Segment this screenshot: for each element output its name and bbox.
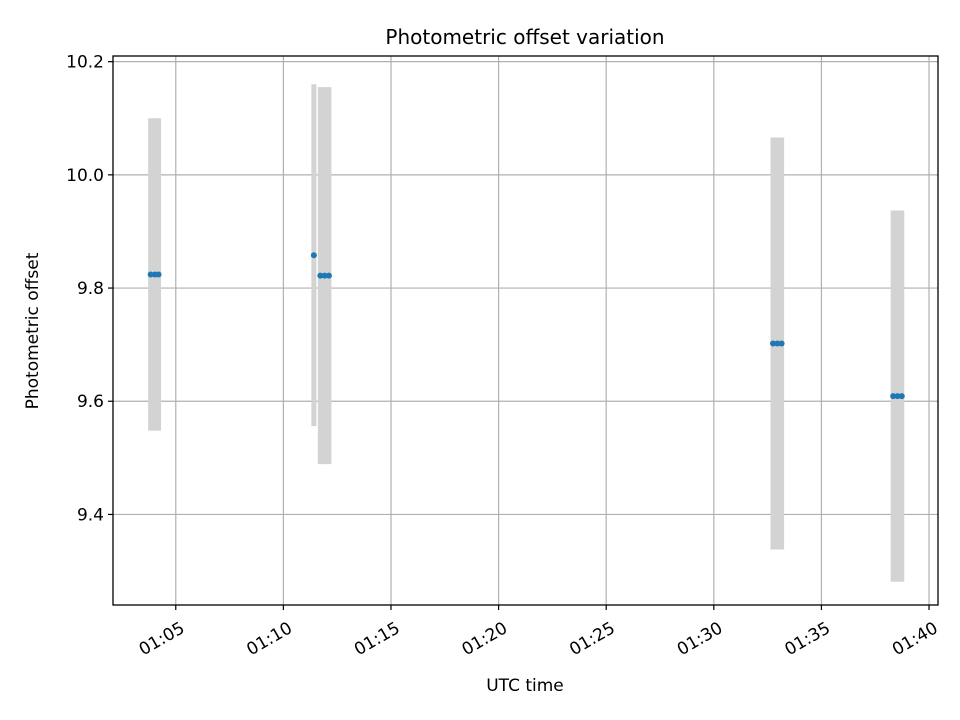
data-point (325, 272, 332, 279)
y-tick-label: 9.4 (77, 505, 104, 525)
chart-title: Photometric offset variation (385, 25, 664, 49)
data-point (317, 272, 324, 279)
data-point (890, 393, 897, 400)
x-tick-label: 01:40 (889, 618, 941, 660)
data-point (894, 393, 901, 400)
data-point (321, 272, 328, 279)
y-axis-ticks: 9.4 9.6 9.8 10.0 10.2 (66, 53, 113, 525)
data-point (770, 340, 776, 347)
data-point (774, 340, 781, 347)
y-tick-label: 10.2 (66, 53, 104, 73)
y-tick-label: 9.6 (77, 392, 104, 412)
x-tick-label: 01:05 (136, 618, 188, 660)
data-points (147, 252, 905, 400)
x-tick-label: 01:35 (781, 618, 833, 660)
data-point (155, 271, 162, 278)
error-bars (148, 84, 905, 582)
x-tick-label: 01:25 (566, 618, 618, 660)
x-tick-label: 01:10 (243, 618, 295, 660)
data-point (147, 271, 154, 278)
x-tick-label: 01:30 (674, 618, 726, 660)
plot-frame (112, 55, 939, 606)
data-point (778, 340, 785, 347)
x-tick-label: 01:20 (459, 618, 511, 660)
data-point (898, 393, 905, 400)
data-point (310, 252, 317, 259)
grid (113, 56, 938, 605)
x-axis-label: UTC time (486, 676, 564, 696)
y-tick-label: 9.8 (77, 279, 104, 299)
x-axis-ticks: 01:05 01:10 01:15 01:20 01:25 01:30 01:35 01:40 (136, 605, 941, 660)
y-tick-label: 10.0 (66, 166, 104, 186)
y-axis-label: Photometric offset (23, 252, 43, 409)
x-tick-label: 01:15 (351, 618, 403, 660)
